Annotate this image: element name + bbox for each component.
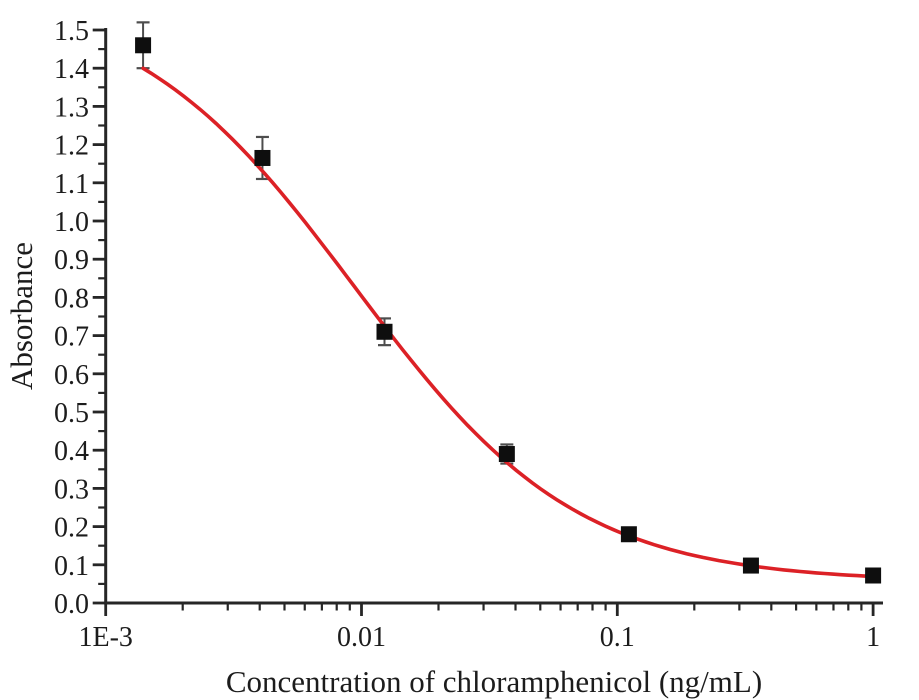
x-tick-label: 1 (866, 622, 880, 653)
error-bars (136, 21, 880, 580)
y-tick-label: 1.3 (54, 92, 89, 123)
axis-lines (104, 28, 883, 605)
x-tick-label: 1E-3 (78, 622, 132, 653)
fit-curve-path (141, 66, 875, 579)
y-tick-label: 0.4 (54, 436, 89, 467)
y-tick-label: 0.3 (54, 474, 89, 505)
y-tick-label: 1.1 (54, 169, 89, 200)
axis-tick-labels: 0.0 0.1 0.2 0.3 0.4 0.5 0.6 0.7 0.8 0.9 1.0 1.1 1.2 1… (54, 16, 880, 653)
y-tick-label: 0.2 (54, 513, 89, 544)
y-tick-label: 0.1 (54, 551, 89, 582)
y-tick-label: 1.0 (54, 207, 89, 238)
data-point-marker (620, 526, 637, 543)
data-point-marker (254, 149, 271, 166)
y-tick-label: 0.7 (54, 322, 89, 353)
fit-curve (141, 66, 875, 579)
y-tick-label: 0.8 (54, 283, 89, 314)
data-points (135, 37, 882, 584)
y-tick-label: 0.0 (54, 589, 89, 620)
y-tick-label: 0.9 (54, 245, 89, 276)
y-tick-label: 0.6 (54, 360, 89, 391)
data-point-marker (742, 557, 759, 574)
y-axis-title: Absorbance (4, 242, 39, 390)
y-tick-label: 1.2 (54, 131, 89, 162)
data-point-marker (135, 37, 152, 54)
y-tick-label: 0.5 (54, 398, 89, 429)
x-axis-title: Concentration of chloramphenicol (ng/mL) (226, 664, 762, 699)
x-tick-label: 0.1 (600, 622, 635, 653)
y-tick-label: 1.5 (54, 16, 89, 47)
x-tick-label: 0.01 (337, 622, 386, 653)
y-tick-label: 1.4 (54, 54, 89, 85)
data-point-marker (376, 323, 393, 340)
data-point-marker (865, 567, 882, 584)
data-point-marker (498, 446, 515, 463)
